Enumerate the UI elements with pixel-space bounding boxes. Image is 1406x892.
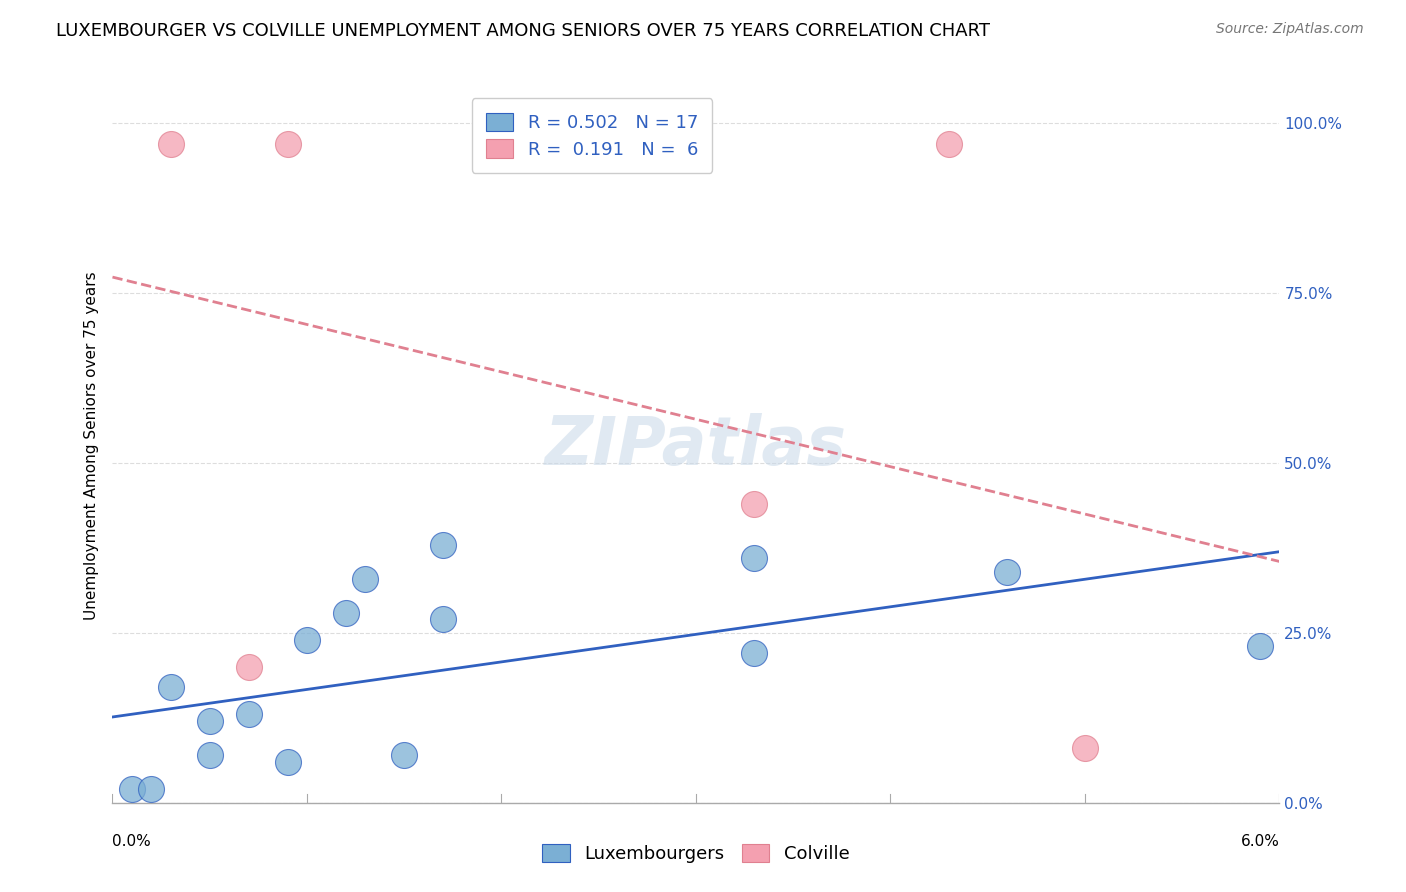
Point	[1249, 640, 1271, 654]
Point	[160, 136, 183, 151]
Point	[160, 680, 183, 694]
Text: 6.0%: 6.0%	[1240, 834, 1279, 849]
Legend: Luxembourgers, Colville: Luxembourgers, Colville	[533, 835, 859, 872]
Text: Source: ZipAtlas.com: Source: ZipAtlas.com	[1216, 22, 1364, 37]
Point	[238, 707, 260, 722]
Point	[276, 136, 298, 151]
Point	[354, 572, 377, 586]
Point	[198, 748, 221, 763]
Point	[238, 660, 260, 674]
Point	[392, 748, 416, 763]
Text: 0.0%: 0.0%	[112, 834, 152, 849]
Point	[742, 497, 765, 511]
Point	[742, 551, 765, 566]
Point	[1074, 741, 1097, 756]
Point	[335, 606, 357, 620]
Point	[432, 537, 454, 551]
Point	[141, 782, 163, 797]
Point	[995, 565, 1018, 579]
Point	[295, 632, 318, 647]
Point	[938, 136, 960, 151]
Text: LUXEMBOURGER VS COLVILLE UNEMPLOYMENT AMONG SENIORS OVER 75 YEARS CORRELATION CH: LUXEMBOURGER VS COLVILLE UNEMPLOYMENT AM…	[56, 22, 990, 40]
Y-axis label: Unemployment Among Seniors over 75 years: Unemployment Among Seniors over 75 years	[84, 272, 100, 620]
Point	[276, 755, 298, 769]
Point	[198, 714, 221, 729]
Point	[121, 782, 143, 797]
Text: ZIPatlas: ZIPatlas	[546, 413, 846, 479]
Point	[742, 646, 765, 660]
Point	[432, 612, 454, 626]
